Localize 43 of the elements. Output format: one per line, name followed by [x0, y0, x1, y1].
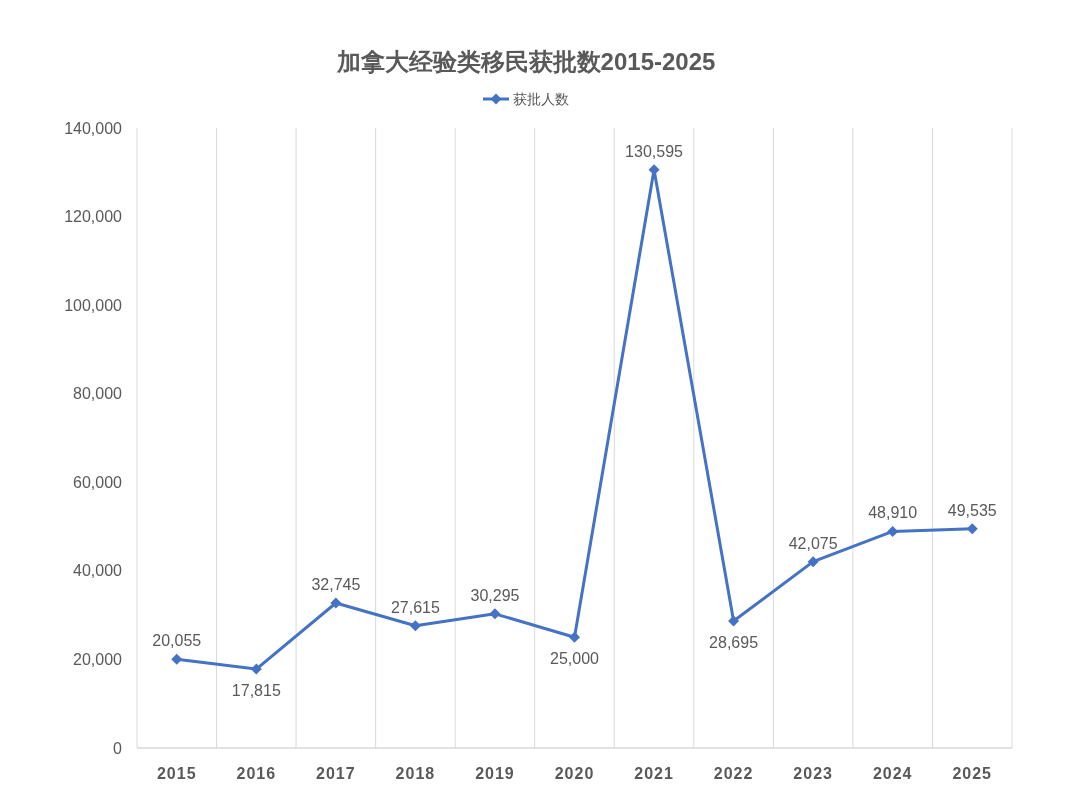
data-label: 27,615	[390, 598, 440, 616]
x-tick-label: 2018	[395, 765, 436, 782]
y-tick-label: 120,000	[64, 208, 123, 226]
y-tick-label: 0	[113, 739, 123, 757]
point	[489, 608, 501, 620]
point	[171, 653, 183, 665]
y-tick-label: 40,000	[73, 562, 123, 580]
x-tick-label: 2022	[713, 765, 754, 782]
y-tick-label: 60,000	[73, 473, 123, 491]
data-label: 25,000	[550, 650, 600, 668]
data-label: 20,055	[152, 632, 202, 650]
x-tick-label: 2017	[316, 765, 356, 782]
data-label: 32,745	[311, 575, 361, 593]
data-label: 30,295	[470, 586, 520, 604]
x-tick-label: 2019	[475, 765, 515, 782]
y-tick-label: 20,000	[73, 650, 123, 668]
x-tick-label: 2025	[952, 765, 993, 782]
x-tick-label: 2016	[236, 765, 277, 782]
x-tick-label: 2024	[872, 765, 913, 782]
data-label: 42,075	[788, 534, 838, 552]
y-tick-label: 140,000	[64, 119, 123, 137]
chart-title: 加拿大经验类移民获批数2015-2025	[335, 48, 716, 75]
point	[409, 620, 421, 632]
y-tick-label: 100,000	[64, 296, 123, 314]
legend: 获批人数	[483, 91, 569, 107]
point	[887, 525, 899, 537]
x-tick-label: 2020	[554, 765, 595, 782]
data-label: 130,595	[625, 142, 684, 160]
point	[728, 615, 740, 627]
point	[250, 663, 262, 675]
point	[966, 523, 978, 535]
data-label: 28,695	[709, 633, 759, 651]
legend-label: 获批人数	[513, 91, 569, 107]
y-tick-label: 80,000	[73, 385, 123, 403]
data-label: 17,815	[231, 682, 281, 700]
x-tick-label: 2023	[793, 765, 833, 782]
data-label: 48,910	[868, 504, 918, 522]
point	[330, 597, 342, 609]
data-label: 49,535	[947, 501, 997, 519]
point	[807, 556, 819, 568]
x-tick-label: 2021	[634, 765, 674, 782]
x-tick-label: 2015	[156, 765, 197, 782]
point	[569, 631, 580, 643]
